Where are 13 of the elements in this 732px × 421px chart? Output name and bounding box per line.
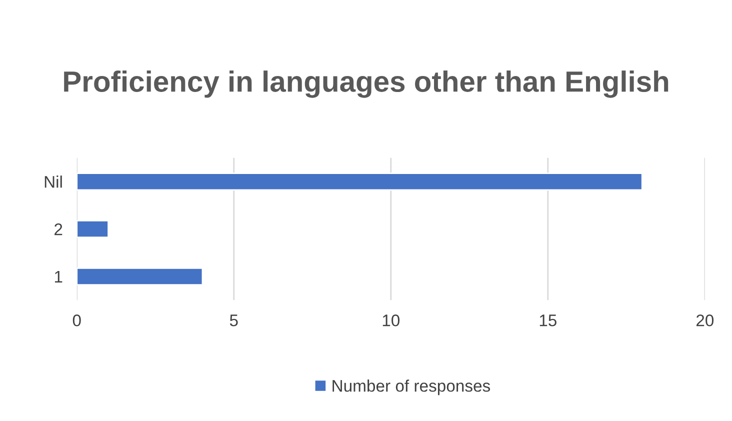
y-tick-label: Nil <box>44 176 62 188</box>
x-tick-label: 15 <box>540 314 556 326</box>
y-tick-label: 2 <box>54 223 62 236</box>
bar <box>76 267 204 286</box>
x-tick-label: 0 <box>72 314 81 326</box>
legend-label: Number of responses <box>332 380 490 396</box>
bar <box>76 220 109 238</box>
y-tick-label: 1 <box>54 271 62 282</box>
chart-title: Proficiency in languages other than English <box>64 70 668 98</box>
x-tick-label: 10 <box>382 314 400 326</box>
x-tick-label: 20 <box>696 314 714 326</box>
bar <box>76 172 643 191</box>
x-tick-label: 5 <box>230 314 238 326</box>
